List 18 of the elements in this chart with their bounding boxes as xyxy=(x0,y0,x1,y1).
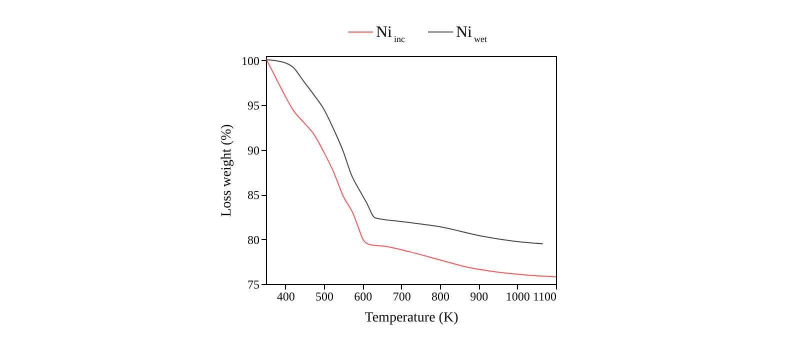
y-tick-label: 90 xyxy=(248,143,260,158)
x-tick-label: 800 xyxy=(432,290,450,304)
y-tick-label: 75 xyxy=(248,278,260,292)
x-axis-title: Temperature (K) xyxy=(364,310,459,326)
x-tick-label: 1100 xyxy=(532,290,556,304)
y-tick-label: 95 xyxy=(248,98,260,113)
line-series xyxy=(266,58,556,278)
y-axis-title: Loss weight (%) xyxy=(220,124,234,217)
x-tick-label: 1000 xyxy=(506,290,530,304)
y-tick-label: 80 xyxy=(248,232,260,247)
x-tick-label: 700 xyxy=(392,290,411,304)
x-tick-label: 400 xyxy=(276,290,295,304)
y-tick-label: 100 xyxy=(242,54,260,68)
x-tick-label: 600 xyxy=(354,290,372,304)
x-tick-label: 500 xyxy=(316,290,334,304)
line-series xyxy=(266,59,544,244)
y-tick-label: 85 xyxy=(248,188,260,202)
x-tick-label: 900 xyxy=(470,290,488,304)
